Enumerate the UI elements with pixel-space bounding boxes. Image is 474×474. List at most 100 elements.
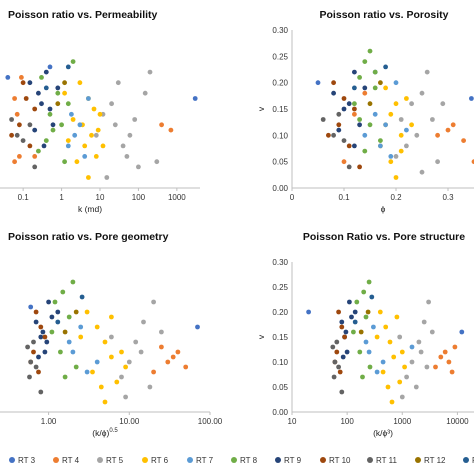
data-point bbox=[346, 101, 352, 107]
data-point bbox=[352, 143, 357, 149]
y-tick-label: 0.15 bbox=[272, 333, 288, 342]
data-point bbox=[109, 354, 114, 360]
data-point bbox=[82, 154, 88, 159]
legend-label: RT 6 bbox=[151, 456, 169, 465]
data-point bbox=[170, 354, 176, 360]
legend-label: RT 7 bbox=[196, 456, 214, 465]
y-tick-label: 0.05 bbox=[272, 383, 288, 392]
data-point bbox=[413, 384, 419, 390]
data-point bbox=[62, 159, 67, 165]
data-point bbox=[393, 101, 399, 107]
legend-label: RT 12 bbox=[424, 456, 446, 465]
chart-title: Poisson ratio vs. Porosity bbox=[320, 9, 449, 21]
data-point bbox=[14, 111, 20, 117]
data-point bbox=[62, 329, 68, 335]
x-axis-label: ϕ bbox=[381, 204, 386, 214]
data-point bbox=[404, 127, 409, 133]
data-point bbox=[36, 354, 41, 360]
chart-panel-3: Poisson ratio vs. Pore geometry 1.00 10.00… bbox=[0, 231, 223, 438]
data-point bbox=[339, 324, 345, 330]
data-point bbox=[38, 324, 44, 330]
data-point bbox=[393, 154, 399, 159]
data-point bbox=[346, 143, 352, 149]
y-tick-label: 0.20 bbox=[272, 79, 288, 88]
legend-marker bbox=[53, 457, 59, 463]
data-point bbox=[151, 299, 157, 305]
data-point bbox=[20, 138, 26, 144]
data-point bbox=[404, 143, 409, 149]
data-point bbox=[119, 349, 124, 355]
data-point bbox=[378, 143, 383, 149]
data-point bbox=[445, 127, 451, 133]
data-point bbox=[72, 132, 78, 138]
data-point bbox=[70, 279, 76, 285]
data-point bbox=[365, 309, 371, 315]
data-point bbox=[36, 90, 41, 96]
data-point bbox=[336, 127, 342, 133]
data-point bbox=[65, 143, 71, 149]
chart-panel-1: Poisson ratio vs. Permeability 0.1 1 10 100 1… bbox=[0, 9, 200, 214]
data-point bbox=[391, 354, 397, 360]
data-point bbox=[46, 299, 51, 305]
data-point bbox=[27, 80, 33, 86]
data-point bbox=[52, 299, 58, 305]
data-point bbox=[93, 154, 99, 159]
data-point bbox=[385, 384, 391, 390]
y-tick-label: 0.10 bbox=[272, 358, 288, 367]
data-point bbox=[59, 122, 64, 128]
x-tick-label: 1000 bbox=[393, 417, 411, 426]
x-tick-label: 10.00 bbox=[119, 417, 140, 426]
data-point bbox=[339, 389, 345, 395]
data-point bbox=[429, 329, 435, 335]
data-point bbox=[383, 122, 388, 128]
data-point bbox=[151, 369, 157, 375]
data-point bbox=[114, 379, 120, 385]
data-point bbox=[372, 111, 378, 117]
data-point bbox=[133, 339, 139, 345]
data-point bbox=[341, 106, 347, 112]
data-point bbox=[362, 148, 368, 154]
data-point bbox=[398, 148, 404, 154]
data-point bbox=[388, 154, 394, 159]
data-point bbox=[349, 314, 354, 320]
data-point bbox=[44, 339, 50, 345]
data-point bbox=[55, 90, 61, 96]
data-point bbox=[77, 122, 83, 128]
y-axis-label: v bbox=[256, 334, 266, 339]
data-point bbox=[440, 101, 446, 107]
data-point bbox=[65, 101, 71, 107]
data-point bbox=[352, 106, 357, 112]
x-tick-label: 10000 bbox=[446, 417, 469, 426]
y-axis-label: v bbox=[256, 106, 266, 111]
data-point bbox=[147, 384, 153, 390]
legend-label: RT 9 bbox=[284, 456, 302, 465]
data-point bbox=[23, 96, 29, 101]
data-point bbox=[32, 154, 38, 159]
data-point bbox=[331, 80, 336, 86]
data-point bbox=[424, 69, 430, 75]
data-point bbox=[142, 90, 148, 96]
data-point bbox=[27, 374, 32, 380]
data-point bbox=[357, 349, 363, 355]
data-point bbox=[377, 309, 383, 315]
data-point bbox=[409, 101, 414, 107]
data-point bbox=[9, 117, 15, 122]
data-point bbox=[47, 64, 53, 70]
chart-title: Poisson ratio vs. Pore geometry bbox=[8, 231, 169, 243]
data-point bbox=[424, 364, 430, 370]
data-point bbox=[104, 175, 110, 180]
data-point bbox=[14, 132, 20, 138]
legend-item: RT 3 bbox=[9, 456, 36, 465]
data-point bbox=[416, 339, 422, 345]
data-point bbox=[393, 80, 399, 86]
data-point bbox=[461, 138, 466, 144]
legend-label: RT 3 bbox=[18, 456, 36, 465]
data-point bbox=[320, 117, 326, 122]
data-point bbox=[33, 309, 39, 315]
data-point bbox=[39, 75, 44, 80]
data-point bbox=[38, 334, 44, 340]
data-point bbox=[109, 101, 114, 107]
data-point bbox=[60, 289, 66, 295]
data-point bbox=[378, 80, 383, 86]
